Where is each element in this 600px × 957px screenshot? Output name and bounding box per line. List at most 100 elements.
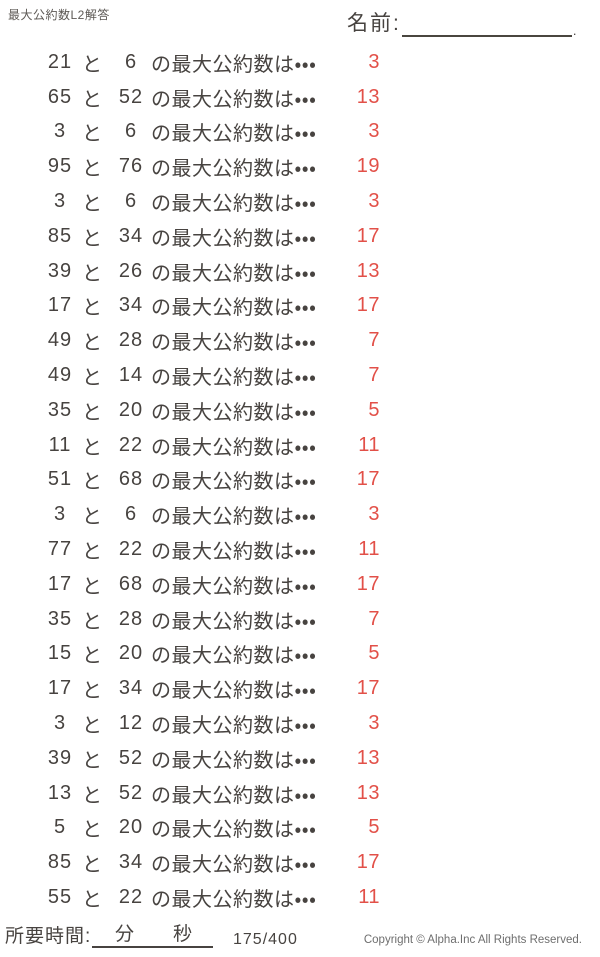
problem-row: 13 と 52 の最大公約数は・・・ 13 bbox=[0, 776, 600, 811]
second-number: 22 bbox=[118, 886, 144, 909]
second-number: 20 bbox=[118, 642, 144, 665]
answer-value: 3 bbox=[368, 190, 380, 213]
problem-row: 5 と 20 の最大公約数は・・・ 5 bbox=[0, 811, 600, 846]
answer-value: 3 bbox=[368, 120, 380, 143]
question-phrase: の最大公約数は・・・ bbox=[151, 193, 317, 216]
problem-row: 3 と 6 の最大公約数は・・・ 3 bbox=[0, 184, 600, 219]
problem-row: 3 と 12 の最大公約数は・・・ 3 bbox=[0, 706, 600, 741]
connector-label: と bbox=[82, 471, 102, 494]
connector-label: と bbox=[82, 158, 102, 181]
first-number: 3 bbox=[53, 120, 67, 143]
connector-label: と bbox=[82, 297, 102, 320]
answer-value: 3 bbox=[368, 712, 380, 735]
question-phrase: の最大公約数は・・・ bbox=[151, 541, 317, 564]
problem-row: 3 と 6 の最大公約数は・・・ 3 bbox=[0, 497, 600, 532]
question-phrase: の最大公約数は・・・ bbox=[151, 854, 317, 877]
first-number: 77 bbox=[47, 538, 73, 561]
answer-value: 17 bbox=[356, 294, 380, 317]
connector-label: と bbox=[82, 436, 102, 459]
second-number: 76 bbox=[118, 155, 144, 178]
question-phrase: の最大公約数は・・・ bbox=[151, 227, 317, 250]
first-number: 13 bbox=[47, 781, 73, 804]
connector-label: と bbox=[82, 680, 102, 703]
answer-value: 5 bbox=[368, 816, 380, 839]
answer-value: 7 bbox=[368, 329, 380, 352]
connector-label: と bbox=[82, 367, 102, 390]
answer-value: 3 bbox=[368, 50, 380, 73]
first-number: 17 bbox=[47, 294, 73, 317]
answer-value: 17 bbox=[356, 468, 380, 491]
second-number: 52 bbox=[118, 781, 144, 804]
answer-value: 17 bbox=[356, 572, 380, 595]
question-phrase: の最大公約数は・・・ bbox=[151, 506, 317, 529]
second-number: 20 bbox=[118, 398, 144, 421]
problem-row: 85 と 34 の最大公約数は・・・ 17 bbox=[0, 219, 600, 254]
connector-label: と bbox=[82, 53, 102, 76]
answer-value: 13 bbox=[356, 746, 380, 769]
time-required-label: 所要時間: bbox=[5, 926, 92, 947]
first-number: 35 bbox=[47, 398, 73, 421]
connector-label: と bbox=[82, 541, 102, 564]
name-label: 名前: bbox=[347, 12, 401, 35]
first-number: 55 bbox=[47, 886, 73, 909]
first-number: 35 bbox=[47, 607, 73, 630]
second-number: 12 bbox=[118, 712, 144, 735]
answer-value: 13 bbox=[356, 781, 380, 804]
first-number: 85 bbox=[47, 224, 73, 247]
question-phrase: の最大公約数は・・・ bbox=[151, 367, 317, 390]
question-phrase: の最大公約数は・・・ bbox=[151, 158, 317, 181]
problem-row: 55 と 22 の最大公約数は・・・ 11 bbox=[0, 880, 600, 915]
question-phrase: の最大公約数は・・・ bbox=[151, 332, 317, 355]
worksheet-title: 最大公約数L2解答 bbox=[8, 8, 110, 22]
first-number: 49 bbox=[47, 364, 73, 387]
connector-label: と bbox=[82, 749, 102, 772]
question-phrase: の最大公約数は・・・ bbox=[151, 401, 317, 424]
question-phrase: の最大公約数は・・・ bbox=[151, 88, 317, 111]
problem-row: 95 と 76 の最大公約数は・・・ 19 bbox=[0, 149, 600, 184]
problem-row: 39 と 52 の最大公約数は・・・ 13 bbox=[0, 741, 600, 776]
second-number: 6 bbox=[124, 190, 138, 213]
second-number: 6 bbox=[124, 120, 138, 143]
first-number: 11 bbox=[48, 433, 72, 456]
second-number: 20 bbox=[118, 816, 144, 839]
connector-label: と bbox=[82, 645, 102, 668]
answer-value: 3 bbox=[368, 503, 380, 526]
question-phrase: の最大公約数は・・・ bbox=[151, 53, 317, 76]
first-number: 85 bbox=[47, 851, 73, 874]
copyright-text: Copyright © Alpha.Inc All Rights Reserve… bbox=[363, 934, 582, 946]
second-number: 22 bbox=[118, 433, 144, 456]
minutes-label: 分 bbox=[115, 924, 135, 945]
problem-row: 51 と 68 の最大公約数は・・・ 17 bbox=[0, 463, 600, 498]
second-number: 34 bbox=[118, 851, 144, 874]
problem-row: 35 と 20 の最大公約数は・・・ 5 bbox=[0, 393, 600, 428]
problems-list: 21 と 6 の最大公約数は・・・ 3 65 と 52 の最大公約数は・・・ 1… bbox=[0, 45, 600, 915]
second-number: 28 bbox=[118, 607, 144, 630]
question-phrase: の最大公約数は・・・ bbox=[151, 262, 317, 285]
first-number: 3 bbox=[53, 190, 67, 213]
first-number: 65 bbox=[47, 85, 73, 108]
progress-counter: 175/400 bbox=[233, 931, 298, 948]
second-number: 6 bbox=[124, 50, 138, 73]
problem-row: 65 と 52 の最大公約数は・・・ 13 bbox=[0, 80, 600, 115]
answer-value: 13 bbox=[356, 85, 380, 108]
question-phrase: の最大公約数は・・・ bbox=[151, 645, 317, 668]
answer-value: 17 bbox=[356, 224, 380, 247]
question-phrase: の最大公約数は・・・ bbox=[151, 749, 317, 772]
connector-label: と bbox=[82, 262, 102, 285]
connector-label: と bbox=[82, 715, 102, 738]
connector-label: と bbox=[82, 193, 102, 216]
problem-row: 15 と 20 の最大公約数は・・・ 5 bbox=[0, 637, 600, 672]
connector-label: と bbox=[82, 88, 102, 111]
first-number: 17 bbox=[47, 572, 73, 595]
first-number: 5 bbox=[53, 816, 67, 839]
second-number: 34 bbox=[118, 677, 144, 700]
connector-label: と bbox=[82, 610, 102, 633]
second-number: 28 bbox=[118, 329, 144, 352]
answer-value: 17 bbox=[356, 851, 380, 874]
problem-row: 17 と 34 の最大公約数は・・・ 17 bbox=[0, 289, 600, 324]
problem-row: 39 と 26 の最大公約数は・・・ 13 bbox=[0, 254, 600, 289]
second-number: 68 bbox=[118, 572, 144, 595]
first-number: 51 bbox=[47, 468, 73, 491]
name-blank-line bbox=[401, 11, 572, 37]
answer-value: 13 bbox=[356, 259, 380, 282]
